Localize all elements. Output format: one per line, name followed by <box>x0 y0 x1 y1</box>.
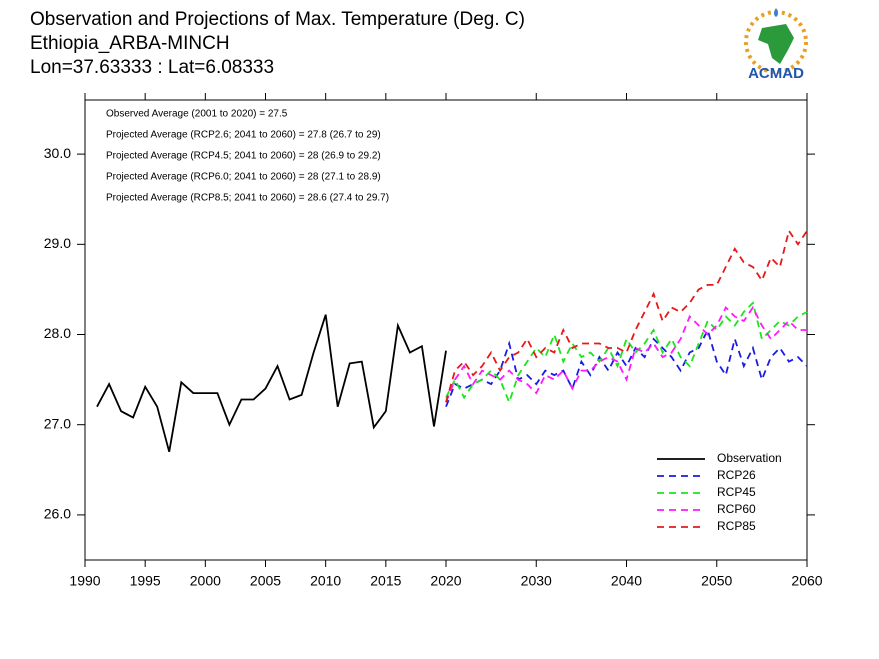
logo: ACMAD <box>744 8 808 82</box>
chart-subtitle: Ethiopia_ARBA-MINCH <box>30 33 230 54</box>
x-tick-label: 2050 <box>701 573 732 589</box>
y-tick-label: 30.0 <box>44 145 71 161</box>
legend-label: Observation <box>717 451 782 465</box>
legend-label: RCP45 <box>717 485 756 499</box>
x-tick-label: 1995 <box>130 573 161 589</box>
legend-label: RCP85 <box>717 519 756 533</box>
x-tick-label: 2010 <box>310 573 341 589</box>
annotation: Projected Average (RCP8.5; 2041 to 2060)… <box>106 193 389 204</box>
chart-subtitle: Lon=37.63333 : Lat=6.08333 <box>30 57 274 78</box>
x-tick-label: 1990 <box>69 573 100 589</box>
legend-label: RCP60 <box>717 502 756 516</box>
y-tick-label: 29.0 <box>44 235 71 251</box>
logo-africa <box>758 24 794 64</box>
logo-drop <box>774 8 778 17</box>
x-tick-label: 2020 <box>430 573 461 589</box>
logo-text: ACMAD <box>748 65 804 82</box>
series-line <box>445 301 808 405</box>
x-tick-label: 2005 <box>250 573 281 589</box>
x-tick-label: 2040 <box>611 573 642 589</box>
y-tick-label: 27.0 <box>44 415 71 431</box>
annotation: Projected Average (RCP4.5; 2041 to 2060)… <box>106 151 381 162</box>
series-line <box>96 314 447 453</box>
series-line <box>445 327 808 408</box>
x-tick-label: 2015 <box>370 573 401 589</box>
x-tick-label: 2060 <box>791 573 822 589</box>
x-tick-label: 2030 <box>521 573 552 589</box>
annotation: Projected Average (RCP6.0; 2041 to 2060)… <box>106 172 381 183</box>
x-tick-label: 2000 <box>190 573 221 589</box>
y-tick-label: 28.0 <box>44 325 71 341</box>
series-line <box>445 305 807 403</box>
annotation: Projected Average (RCP2.6; 2041 to 2060)… <box>106 130 381 141</box>
chart-title: Observation and Projections of Max. Temp… <box>30 9 525 30</box>
annotation: Observed Average (2001 to 2020) = 27.5 <box>106 109 288 120</box>
y-tick-label: 26.0 <box>44 506 71 522</box>
legend-label: RCP26 <box>717 468 756 482</box>
plot-frame <box>84 99 808 561</box>
series-line <box>445 228 808 403</box>
